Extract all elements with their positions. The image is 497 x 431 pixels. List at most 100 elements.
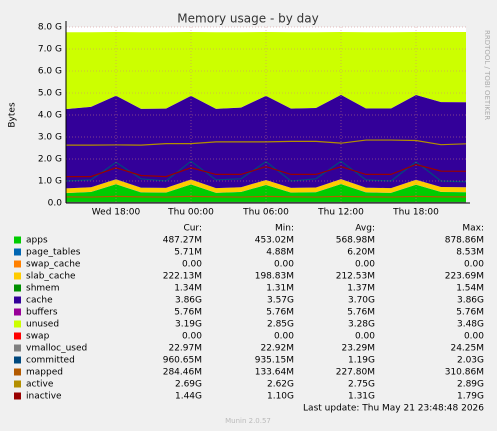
legend-value: 568.98M xyxy=(336,236,375,246)
legend-label: committed xyxy=(26,356,75,366)
legend-swatch xyxy=(14,392,21,400)
legend-label: active xyxy=(26,380,54,390)
legend-value: 2.62G xyxy=(267,380,294,390)
legend-value: 5.71M xyxy=(174,248,202,258)
legend-label: unused xyxy=(26,320,59,330)
legend-value: 1.79G xyxy=(457,392,484,402)
legend-value: 453.02M xyxy=(255,236,294,246)
legend-value: 227.80M xyxy=(336,368,375,378)
y-tick-label: 3.0 G xyxy=(38,133,62,143)
y-axis-label: Bytes xyxy=(8,102,18,128)
legend-value: 1.37M xyxy=(347,284,375,294)
legend-value: 0.00 xyxy=(355,260,375,270)
legend-swatch xyxy=(14,368,21,376)
legend-value: 0.00 xyxy=(182,260,202,270)
line xyxy=(66,163,467,178)
legend-value: 878.86M xyxy=(445,236,484,246)
legend-value: 0.00 xyxy=(355,332,375,342)
area xyxy=(66,31,466,109)
legend-value: 24.25M xyxy=(450,344,484,354)
legend-value: 198.83M xyxy=(255,272,294,282)
legend-header: Cur: xyxy=(183,224,202,234)
legend-value: 222.13M xyxy=(163,272,202,282)
legend-swatch xyxy=(14,356,21,364)
legend-swatch xyxy=(14,344,21,352)
legend-swatch xyxy=(14,260,21,268)
legend-value: 212.53M xyxy=(336,272,375,282)
legend-value: 1.31G xyxy=(348,392,375,402)
legend-header: Max: xyxy=(462,224,484,234)
legend-swatch xyxy=(14,248,21,256)
legend-swatch xyxy=(14,332,21,340)
y-tick-label: 7.0 G xyxy=(38,45,62,55)
legend-value: 935.15M xyxy=(255,356,294,366)
legend-value: 23.29M xyxy=(341,344,375,354)
legend-value: 284.46M xyxy=(163,368,202,378)
legend-swatch xyxy=(14,380,21,388)
legend-value: 3.70G xyxy=(348,296,375,306)
legend-value: 4.88M xyxy=(266,248,294,258)
legend-value: 1.10G xyxy=(267,392,294,402)
legend-value: 0.00 xyxy=(182,332,202,342)
legend-value: 0.00 xyxy=(464,260,484,270)
x-tick-label: Thu 18:00 xyxy=(392,208,439,218)
x-tick-label: Thu 06:00 xyxy=(242,208,289,218)
legend-label: swap xyxy=(26,332,50,342)
x-tick-label: Thu 00:00 xyxy=(167,208,214,218)
legend-value: 960.65M xyxy=(163,356,202,366)
legend-value: 1.44G xyxy=(175,392,202,402)
legend-header: Min: xyxy=(275,224,294,234)
legend-value: 223.69M xyxy=(445,272,484,282)
legend-label: page_tables xyxy=(26,248,81,258)
legend-value: 1.34M xyxy=(174,284,202,294)
chart-title: Memory usage - by day xyxy=(177,12,318,26)
legend-value: 5.76M xyxy=(456,308,484,318)
legend-value: 5.76M xyxy=(174,308,202,318)
legend-label: slab_cache xyxy=(26,272,76,282)
legend-value: 2.89G xyxy=(457,380,484,390)
legend-value: 22.97M xyxy=(168,344,202,354)
y-tick-label: 2.0 G xyxy=(38,155,62,165)
legend-value: 0.00 xyxy=(464,332,484,342)
legend-value: 0.00 xyxy=(274,260,294,270)
legend-swatch xyxy=(14,284,21,292)
legend-value: 3.48G xyxy=(457,320,484,330)
legend-header: Avg: xyxy=(355,224,375,234)
legend-label: shmem xyxy=(26,284,59,294)
legend-label: apps xyxy=(26,236,48,246)
legend-label: buffers xyxy=(26,308,58,318)
legend-swatch xyxy=(14,296,21,304)
legend-swatch xyxy=(14,308,21,316)
last-update: Last update: Thu May 21 23:48:48 2026 xyxy=(303,404,484,414)
legend-value: 22.92M xyxy=(260,344,294,354)
area xyxy=(66,184,466,203)
legend-value: 1.31M xyxy=(266,284,294,294)
legend-label: inactive xyxy=(26,392,62,402)
legend-value: 1.54M xyxy=(456,284,484,294)
y-tick-label: 1.0 G xyxy=(38,177,62,187)
legend-value: 3.86G xyxy=(457,296,484,306)
legend-value: 2.75G xyxy=(348,380,375,390)
legend-swatch xyxy=(14,236,21,244)
legend-swatch xyxy=(14,272,21,280)
y-tick-label: 8.0 G xyxy=(38,23,62,33)
x-tick-label: Wed 18:00 xyxy=(92,208,141,218)
footer: Munin 2.0.57 xyxy=(225,417,271,425)
legend-label: mapped xyxy=(26,368,63,378)
legend-value: 310.86M xyxy=(445,368,484,378)
legend-value: 3.57G xyxy=(267,296,294,306)
legend-value: 0.00 xyxy=(274,332,294,342)
legend: Cur: Min: Avg: Max: apps 487.27M 453.02M 568.98… xyxy=(14,224,484,402)
side-text: RRDTOOL / TOBI OETIKER xyxy=(483,30,491,120)
plot xyxy=(65,21,470,204)
legend-value: 133.64M xyxy=(255,368,294,378)
legend-label: vmalloc_used xyxy=(26,344,87,354)
area xyxy=(66,179,466,193)
y-tick-label: 0.0 xyxy=(48,199,63,209)
y-tick-label: 5.0 G xyxy=(38,89,62,99)
legend-label: swap_cache xyxy=(26,260,81,270)
legend-value: 5.76M xyxy=(266,308,294,318)
legend-value: 5.76M xyxy=(347,308,375,318)
